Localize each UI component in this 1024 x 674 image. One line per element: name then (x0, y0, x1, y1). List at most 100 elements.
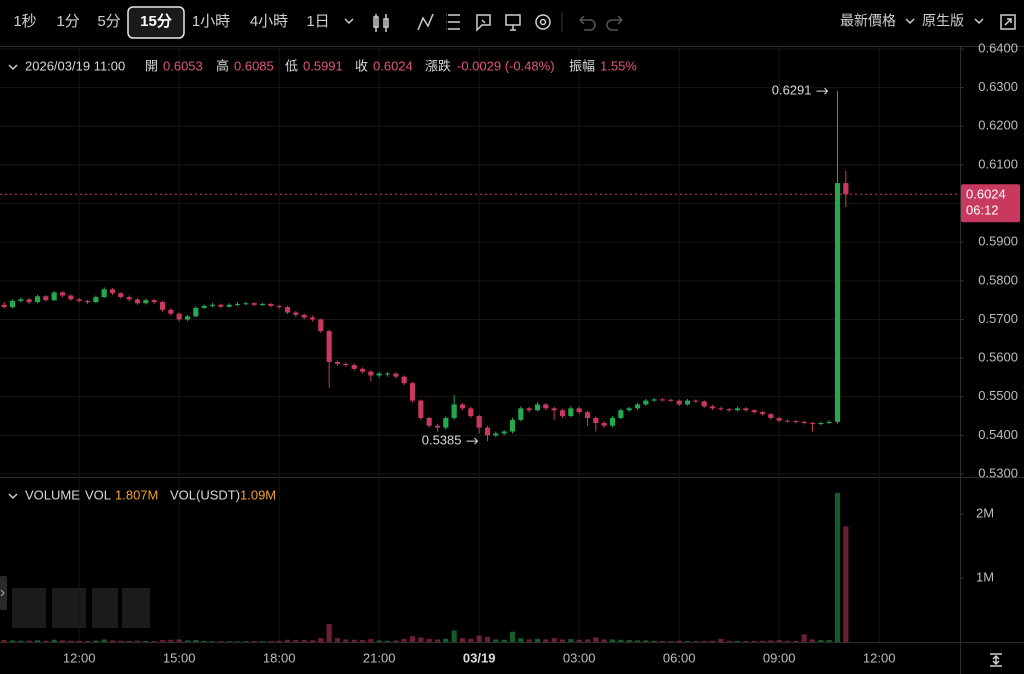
volume-bar (1, 640, 7, 642)
interval-button[interactable]: 5分 (97, 13, 120, 30)
low-annotation-arrow (466, 437, 479, 445)
vol-value: 1.807M (115, 487, 158, 502)
candle-body (451, 404, 457, 418)
indicator-icon[interactable] (417, 13, 434, 31)
volume-bar (568, 639, 574, 642)
volume-bar (793, 640, 799, 642)
redo-icon[interactable] (606, 15, 624, 31)
volume-bar (751, 640, 757, 642)
volume-bar (559, 639, 566, 642)
candle-body (526, 408, 532, 411)
interval-button[interactable]: 4小時 (250, 13, 288, 30)
y-tick-label: 0.5700 (978, 311, 1018, 326)
volume-bar (634, 640, 641, 642)
candle-body (276, 305, 282, 308)
interval-button[interactable]: 1秒 (13, 13, 36, 30)
volume-bar (593, 637, 599, 642)
amplitude-value: 1.55% (600, 58, 637, 73)
y-tick-label: 0.6300 (978, 79, 1018, 94)
volume-bar (351, 639, 357, 642)
vol-usdt-label: VOL(USDT) (170, 487, 240, 502)
volume-bar (701, 641, 707, 642)
volume-bar (468, 638, 474, 642)
view-mode[interactable]: 原生版 (922, 13, 964, 29)
compare-icon[interactable] (505, 14, 521, 31)
open-value: 0.6053 (163, 58, 203, 73)
settings-icon[interactable] (535, 14, 551, 30)
amplitude-label: 振幅 (569, 58, 595, 73)
volume-bar (293, 640, 299, 642)
volume-bar (168, 639, 174, 642)
volume-bar (784, 640, 791, 642)
close-label: 收 (355, 58, 368, 73)
volume-bar (134, 640, 141, 642)
volume-bar (51, 639, 57, 642)
y-tick-label: 0.5400 (978, 427, 1018, 442)
scroll-to-latest[interactable] (990, 653, 1002, 667)
volume-bar (576, 639, 582, 642)
volume-bar (84, 641, 91, 642)
candle-body (176, 313, 182, 320)
template-icon[interactable] (476, 14, 491, 32)
interval-button[interactable]: 1小時 (192, 13, 230, 30)
volume-bar (493, 639, 499, 642)
volume-bar (726, 640, 732, 642)
candle-body (826, 421, 832, 423)
selected-interval-box (127, 6, 185, 39)
volume-bar (259, 641, 266, 642)
open-label: 開 (145, 58, 158, 73)
drawing-icon[interactable] (446, 14, 460, 30)
info-collapse[interactable] (8, 64, 18, 71)
volume-bar (393, 640, 399, 642)
candle-body (518, 408, 524, 420)
volume-bar (284, 639, 291, 642)
volume-bar (193, 640, 199, 642)
interval-button[interactable]: 1分 (56, 13, 79, 30)
candle-body (509, 419, 516, 432)
more-intervals[interactable] (344, 18, 354, 25)
volume-bar (551, 638, 557, 642)
volume-bar (834, 492, 841, 642)
candle-body (593, 417, 599, 423)
volume-tick-label: 2M (976, 505, 994, 520)
candle-body (743, 408, 749, 411)
volume-bar (209, 641, 216, 642)
fullscreen-icon[interactable] (1000, 14, 1016, 30)
price-type[interactable]: 最新價格 (840, 13, 896, 29)
candle-body (768, 414, 774, 418)
x-tick-label: 03/19 (463, 650, 496, 665)
x-tick-label: 06:00 (663, 650, 696, 665)
y-tick-label: 0.6100 (978, 156, 1018, 171)
volume-bar (184, 640, 191, 642)
candle-body (301, 314, 307, 318)
candle-body (168, 309, 174, 314)
x-tick-label: 09:00 (763, 650, 796, 665)
y-tick-label: 0.5600 (978, 350, 1018, 365)
interval-button[interactable]: 1日 (306, 13, 329, 30)
price-type-dropdown[interactable] (905, 18, 915, 25)
candle-body (26, 299, 32, 303)
view-dropdown[interactable] (974, 18, 984, 25)
volume-collapse[interactable] (8, 493, 18, 500)
candle-body (426, 417, 432, 426)
side-tab[interactable] (0, 576, 7, 610)
volume-bar (426, 638, 432, 642)
interval-button[interactable]: 15分 (140, 13, 172, 30)
candle-body (234, 304, 241, 305)
last-price-box (961, 184, 1020, 223)
undo-icon[interactable] (578, 15, 596, 31)
close-value: 0.6024 (373, 58, 413, 73)
volume-bar (534, 638, 541, 642)
volume-bar (618, 639, 624, 642)
candle-body (534, 404, 541, 411)
volume-bar (359, 640, 366, 642)
volume-bar (201, 641, 207, 642)
candle-body (293, 312, 299, 315)
volume-bar (743, 641, 749, 642)
candle-type-icon[interactable] (373, 14, 389, 32)
candle-body (709, 406, 716, 409)
watermark (12, 588, 150, 628)
volume-bar (684, 641, 691, 642)
grid (0, 47, 964, 642)
volume-bar (268, 641, 274, 642)
